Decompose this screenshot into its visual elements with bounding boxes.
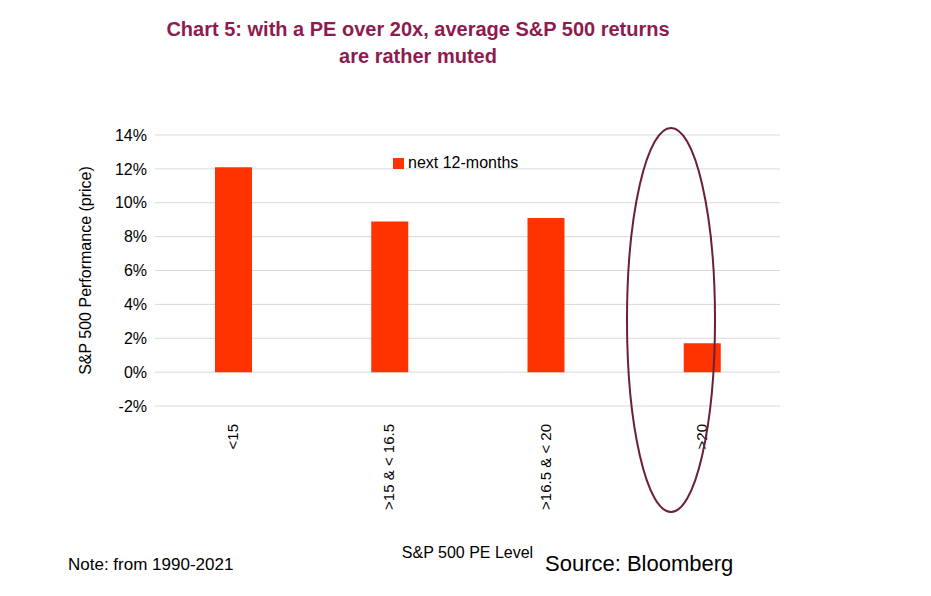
svg-text:>15 & < 16.5: >15 & < 16.5: [380, 424, 397, 510]
svg-text:S&P 500 PE Level: S&P 500 PE Level: [402, 544, 533, 561]
svg-text:2%: 2%: [124, 330, 147, 347]
svg-text:12%: 12%: [115, 161, 147, 178]
html-text:Source: Bloomberg: Source: Bloomberg: [545, 551, 734, 576]
svg-text:>20: >20: [693, 424, 710, 449]
svg-text:4%: 4%: [124, 296, 147, 313]
svg-text:10%: 10%: [115, 194, 147, 211]
svg-text:S&P 500 Performance (price): S&P 500 Performance (price): [77, 166, 94, 375]
svg-text:>16.5 & < 20: >16.5 & < 20: [537, 424, 554, 510]
html-text:Chart 5: with a PE over 20x, a: Chart 5: with a PE over 20x, average S&P…: [166, 18, 670, 67]
svg-text:6%: 6%: [124, 262, 147, 279]
html-text:Note: from 1990-2021: Note: from 1990-2021: [68, 555, 234, 574]
svg-text:14%: 14%: [115, 127, 147, 144]
svg-text:<15: <15: [224, 424, 241, 449]
svg-text:8%: 8%: [124, 228, 147, 245]
svg-text:-2%: -2%: [119, 398, 147, 415]
svg-text:0%: 0%: [124, 364, 147, 381]
html-text:next 12-months: next 12-months: [408, 154, 519, 171]
